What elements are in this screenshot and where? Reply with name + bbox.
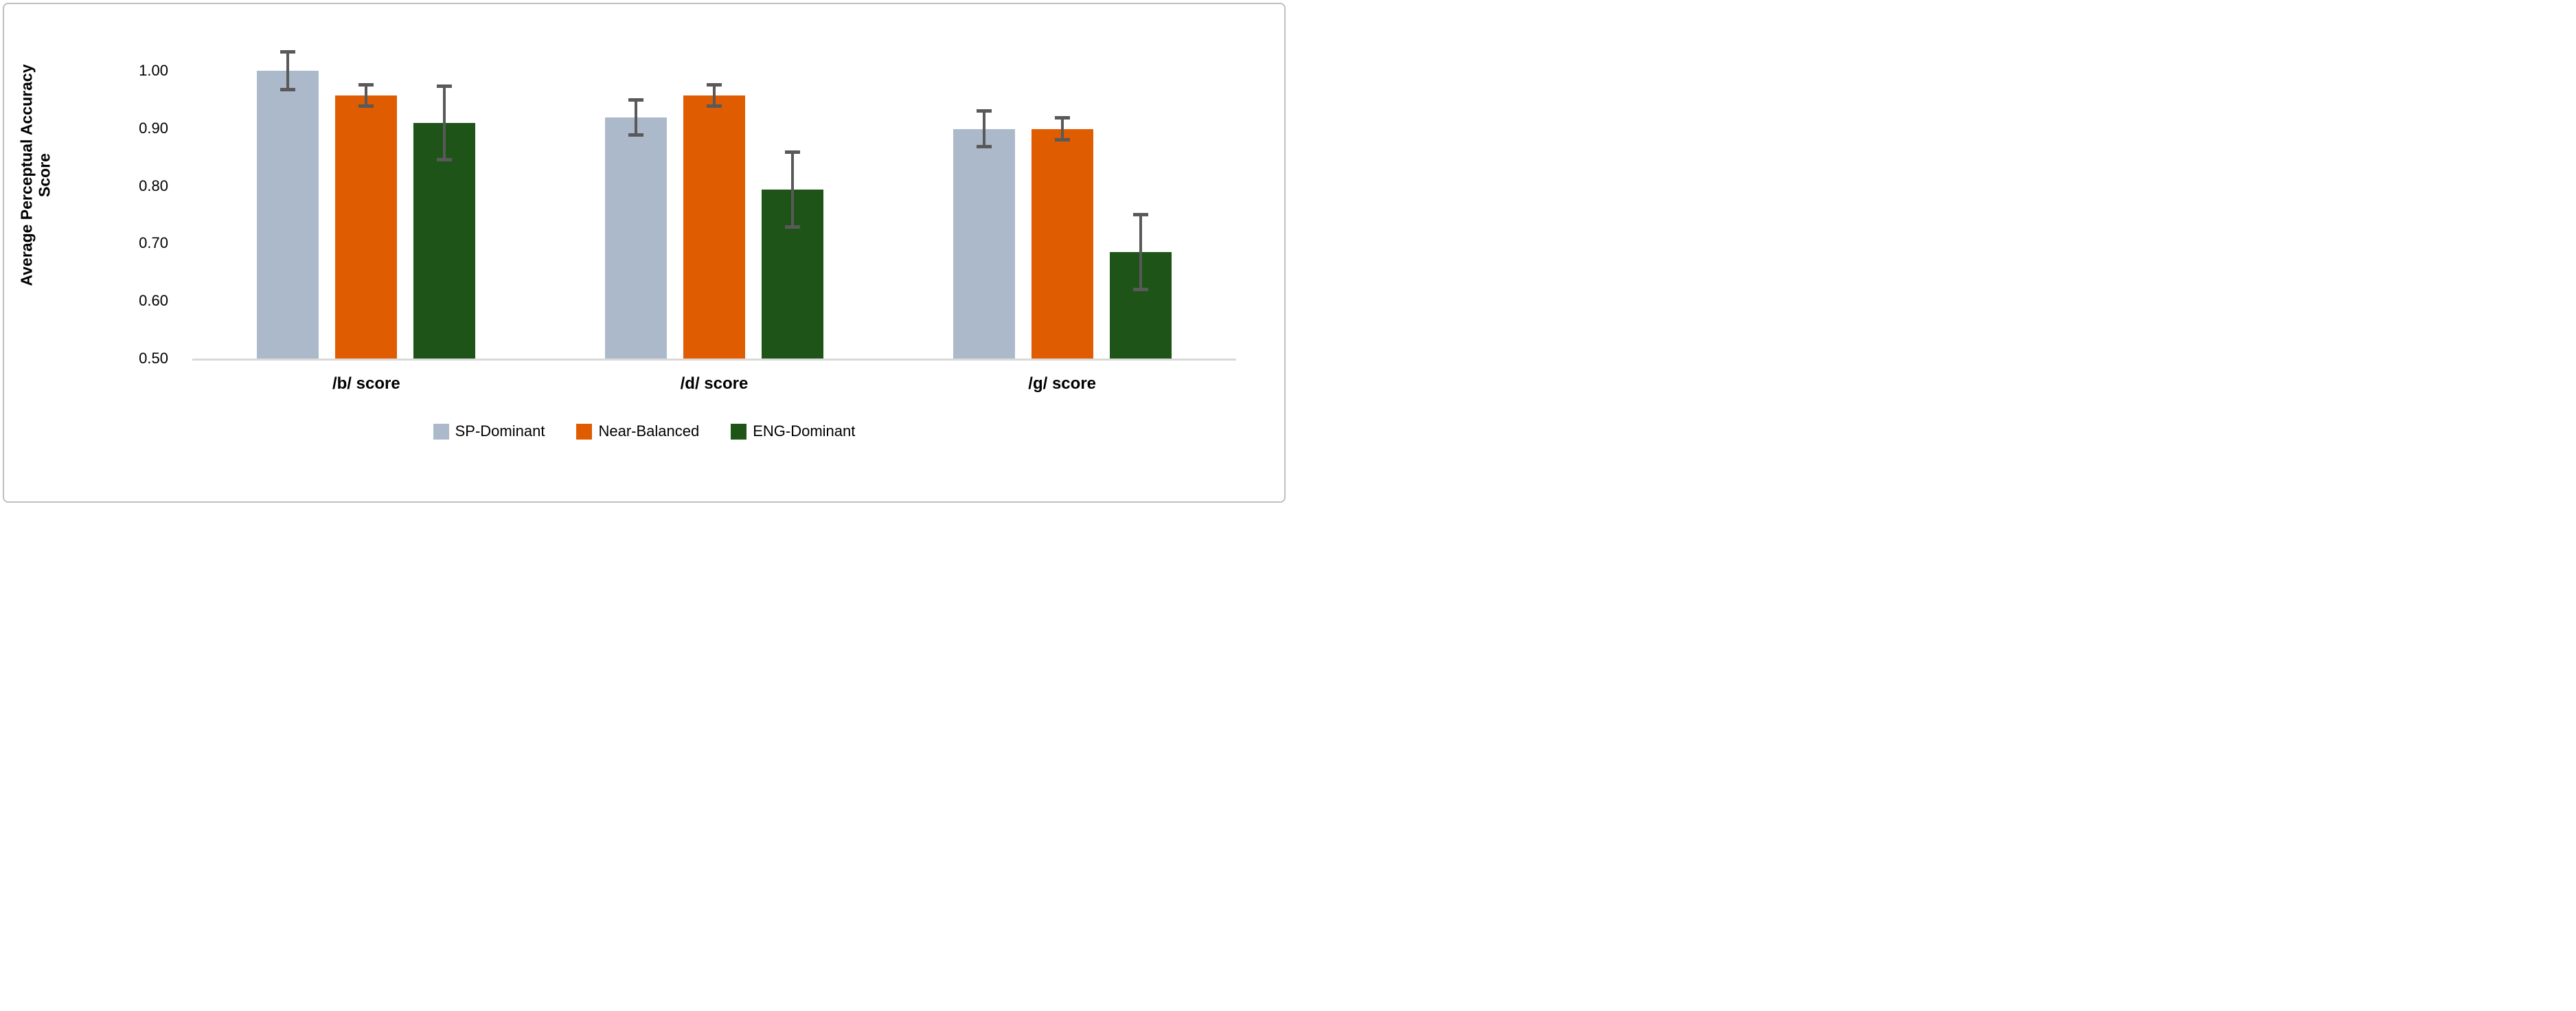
error-bar-cap — [976, 109, 992, 113]
y-tick-label: 0.60 — [139, 292, 168, 310]
bar-sp-dominant-gscore — [953, 128, 1015, 359]
chart-border — [3, 3, 1286, 503]
error-bar-cap — [1132, 213, 1148, 216]
error-bar — [635, 100, 637, 135]
bar-sp-dominant-bscore — [257, 71, 319, 359]
error-bar-cap — [628, 133, 643, 137]
error-bar-cap — [437, 84, 453, 89]
error-bar — [1060, 117, 1064, 140]
error-bar-cap — [1054, 116, 1070, 120]
chart-figure: Average Perceptual Accuracy Score 1.00 0.… — [0, 0, 1288, 506]
legend-swatch-icon — [731, 423, 747, 440]
error-bar — [791, 152, 794, 227]
y-axis-title: Average Perceptual Accuracy Score — [17, 64, 53, 286]
error-bar-cap — [358, 104, 374, 109]
x-axis-label: /g/ score — [1028, 374, 1097, 393]
bar-near-balanced-bscore — [335, 95, 398, 359]
legend-label: ENG-Dominant — [753, 422, 856, 440]
legend-swatch-icon — [576, 423, 593, 440]
x-axis-label: /b/ score — [332, 374, 400, 393]
error-bar-cap — [280, 88, 296, 92]
legend-item: SP-Dominant — [433, 423, 545, 440]
error-bar — [286, 52, 290, 90]
legend-swatch-icon — [433, 423, 449, 440]
legend-item: Near-Balanced — [576, 423, 699, 440]
error-bar — [443, 86, 446, 160]
bar-near-balanced-dscore — [683, 95, 745, 359]
bar-sp-dominant-dscore — [605, 117, 667, 359]
legend: SP-Dominant Near-Balanced ENG-Dominant — [0, 423, 1288, 440]
x-axis-line — [192, 359, 1236, 361]
y-tick-label: 0.50 — [139, 350, 168, 367]
legend-item: ENG-Dominant — [731, 423, 855, 440]
error-bar-cap — [1054, 138, 1070, 142]
y-tick-label: 1.00 — [139, 62, 168, 79]
error-bar — [365, 84, 368, 106]
error-bar — [1139, 214, 1142, 290]
error-bar-cap — [785, 150, 800, 154]
error-bar-cap — [280, 49, 296, 54]
y-tick-label: 0.70 — [139, 234, 168, 252]
error-bar-cap — [628, 98, 643, 102]
error-bar — [982, 111, 985, 147]
error-bar — [713, 84, 716, 106]
legend-label: Near-Balanced — [598, 422, 700, 440]
bar-eng-dominant-bscore — [413, 123, 476, 359]
error-bar-cap — [707, 104, 722, 109]
error-bar-cap — [707, 82, 722, 87]
y-tick-label: 0.80 — [139, 177, 168, 194]
legend-label: SP-Dominant — [455, 422, 545, 440]
error-bar-cap — [976, 145, 992, 149]
y-tick-label: 0.90 — [139, 119, 168, 137]
error-bar-cap — [358, 82, 374, 87]
error-bar-cap — [785, 225, 800, 229]
x-axis-label: /d/ score — [680, 374, 749, 393]
error-bar-cap — [1132, 287, 1148, 291]
bar-near-balanced-gscore — [1031, 128, 1093, 359]
error-bar-cap — [437, 158, 453, 162]
